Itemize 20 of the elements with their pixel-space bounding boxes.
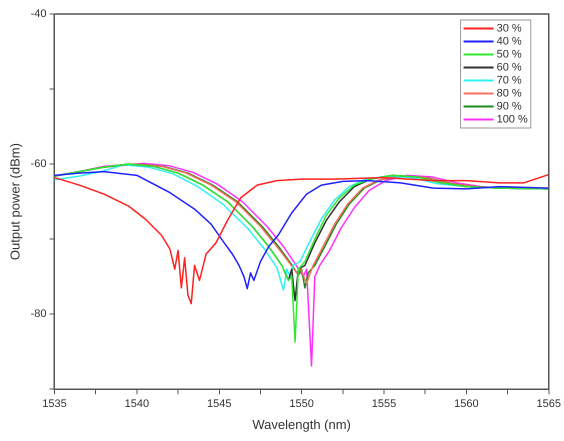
y-tick-label: -80 bbox=[30, 308, 46, 320]
x-tick-label: 1560 bbox=[454, 398, 479, 410]
legend-label: 40 % bbox=[496, 36, 522, 48]
x-axis-title: Wavelength (nm) bbox=[252, 416, 351, 432]
x-tick-label: 1540 bbox=[124, 398, 150, 410]
x-tick-label: 1555 bbox=[372, 398, 396, 410]
legend-label: 30 % bbox=[496, 22, 522, 35]
y-axis-title: Output power (dBm) bbox=[7, 143, 22, 260]
legend-label: 70 % bbox=[496, 74, 522, 87]
x-tick-label: 1535 bbox=[42, 398, 67, 410]
x-tick-label: 1545 bbox=[207, 398, 232, 410]
x-tick-label: 1565 bbox=[536, 398, 562, 410]
legend-label: 60 % bbox=[496, 62, 522, 74]
legend-label: 100 % bbox=[496, 114, 528, 126]
legend-label: 80 % bbox=[496, 88, 522, 100]
y-tick-label: -40 bbox=[30, 8, 46, 20]
legend-label: 50 % bbox=[496, 48, 522, 61]
legend-label: 90 % bbox=[496, 100, 522, 113]
y-tick-label: -60 bbox=[30, 158, 46, 170]
x-tick-label: 1550 bbox=[289, 398, 314, 410]
